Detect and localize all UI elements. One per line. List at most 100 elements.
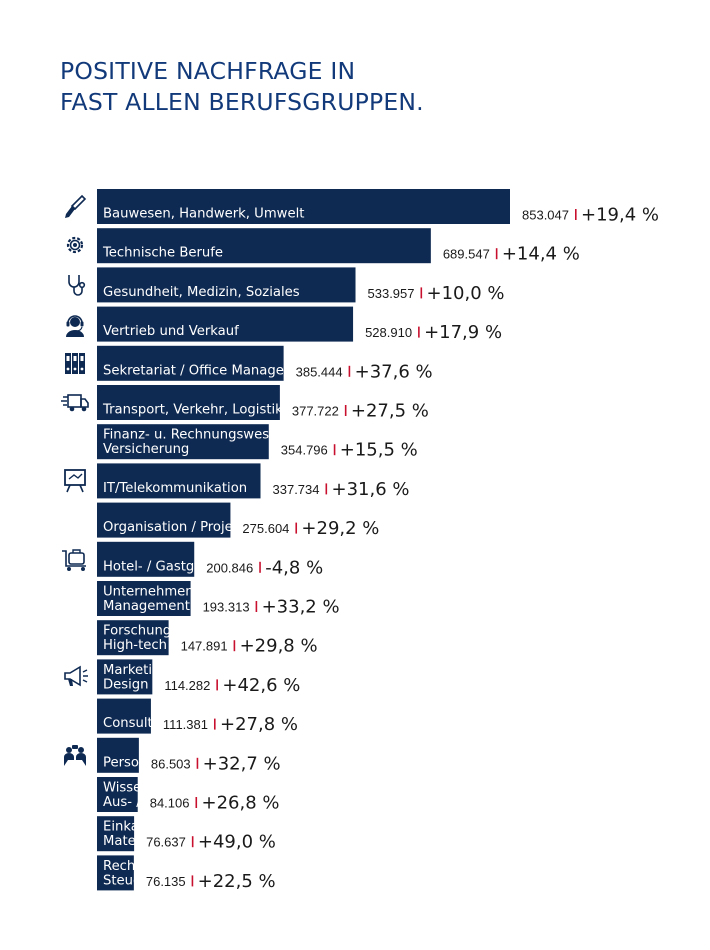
change-label: +37,6 % <box>355 361 433 382</box>
bar-row: Finanz- u. Rechnungswesen, Controlling, V… <box>97 424 418 461</box>
change-label: +22,5 % <box>198 871 276 892</box>
category-label-line: Gesundheit, Medizin, Soziales <box>103 285 300 300</box>
bar <box>97 267 356 303</box>
separator-mark <box>575 209 577 220</box>
separator-mark <box>213 718 216 730</box>
value-label: 689.547 <box>443 247 490 262</box>
separator-mark <box>259 561 261 573</box>
value-label: 76.135 <box>146 874 186 889</box>
value-label: 111.381 <box>163 717 208 732</box>
category-label-line: Rechts- und <box>103 859 181 874</box>
bar-category-label: Finanz- u. Rechnungswesen, Controlling, V… <box>103 428 370 458</box>
truck-icon <box>60 389 90 415</box>
separator-mark <box>191 875 194 887</box>
bar <box>97 777 138 812</box>
category-label-line: Hotel- / Gastgewerbe, Empfang <box>103 559 311 574</box>
bar-category-label: Personalwesen <box>103 755 201 770</box>
bar-row: Sekretariat / Office Management/Verwaltu… <box>97 345 433 382</box>
category-label-line: High-tech / nat.-wiss. Berufe <box>103 638 291 653</box>
bar <box>97 306 354 342</box>
value-label: 193.313 <box>203 600 250 615</box>
separator-mark <box>495 248 498 260</box>
bar-row: Forschung / Entwicklung, High-tech / nat.… <box>97 620 318 657</box>
value-label: 528.910 <box>365 325 412 340</box>
bar-row: Transport, Verkehr, Logistik, Lager377.7… <box>97 385 429 422</box>
bar-category-label: IT/Telekommunikation <box>103 481 247 496</box>
value-label: 853.047 <box>522 208 569 223</box>
bar-category-label: Rechts- und Steuerwesen <box>103 859 189 889</box>
megaphone-icon <box>60 663 90 689</box>
change-label: +15,5 % <box>340 440 418 461</box>
separator-mark <box>255 601 258 612</box>
bar <box>97 620 169 656</box>
people-talking-icon <box>60 742 90 768</box>
bar <box>97 463 261 499</box>
bar-category-label: Bauwesen, Handwerk, Umwelt <box>103 207 304 222</box>
bar <box>97 228 431 264</box>
separator-mark <box>344 405 347 416</box>
change-label: +14,4 % <box>502 244 580 265</box>
bar-category-label: Vertrieb und Verkauf <box>103 324 239 339</box>
separator-mark <box>418 326 420 338</box>
bar-category-label: Hotel- / Gastgewerbe, Empfang <box>103 559 311 574</box>
category-label-line: Design / Multimedia <box>103 677 235 692</box>
change-label: +32,7 % <box>203 753 281 774</box>
category-label-line: Forschung / Entwicklung, <box>103 624 268 639</box>
bar-category-label: Technische Berufe <box>102 246 223 261</box>
category-label-line: Vertrieb und Verkauf <box>103 324 239 339</box>
bar-row: Technische Berufe 689.547 +14,4 % <box>97 228 580 265</box>
value-label: 533.957 <box>368 286 415 301</box>
chart-title-line-1: POSITIVE NACHFRAGE IN <box>60 57 356 85</box>
value-label: 84.106 <box>150 796 190 811</box>
value-label: 114.282 <box>164 678 210 693</box>
category-label-line: Versicherung <box>103 442 189 457</box>
category-label-line: Finanz- u. Rechnungswesen, Controlling, <box>103 428 370 443</box>
stethoscope-icon <box>60 271 90 297</box>
category-label-line: Personalwesen <box>103 755 201 770</box>
bar <box>97 424 269 460</box>
separator-mark <box>195 797 198 808</box>
bar-row: Vertrieb und Verkauf 528.910 +17,9 % <box>97 306 502 343</box>
separator-mark <box>216 679 218 691</box>
bar-row: Unternehmensführung / Management 193.313 +3… <box>97 581 340 618</box>
category-label-line: Marketing, PR, Werbung, <box>103 663 266 678</box>
change-label: +17,9 % <box>424 322 502 343</box>
category-label-line: Steuerwesen <box>103 873 189 888</box>
change-label: +42,6 % <box>222 675 300 696</box>
bar <box>97 855 134 891</box>
bar <box>97 385 280 420</box>
separator-mark <box>348 365 351 377</box>
bar <box>97 737 139 773</box>
value-label: 337.734 <box>273 482 320 497</box>
binders-icon <box>60 350 90 376</box>
bar <box>97 502 231 538</box>
bar-category-label: Marketing, PR, Werbung, Design / Multimed… <box>103 663 266 693</box>
separator-mark <box>233 640 236 652</box>
category-label-line: Technische Berufe <box>102 246 223 261</box>
bar-category-label: Sekretariat / Office Management/Verwaltu… <box>103 363 397 378</box>
category-label-line: Unternehmensführung / <box>103 585 262 600</box>
value-label: 76.637 <box>146 835 186 850</box>
bar-category-label: Consulting, Beratung <box>103 716 242 731</box>
bar-row: Bauwesen, Handwerk, Umwelt 853.047 +19,4 % <box>97 189 659 226</box>
value-label: 147.891 <box>181 639 228 654</box>
gear-icon <box>60 232 90 258</box>
category-label-line: Bauwesen, Handwerk, Umwelt <box>103 207 304 222</box>
category-label-line: Wissenschaft, <box>103 781 194 796</box>
separator-mark <box>333 444 336 456</box>
change-label: +33,2 % <box>262 597 340 618</box>
category-label-line: Sekretariat / Office Management/Verwaltu… <box>103 363 397 378</box>
change-label: +10,0 % <box>427 283 505 304</box>
category-label-line: Organisation / Projektmanagement <box>103 520 334 535</box>
bar-row: Gesundheit, Medizin, Soziales 533.957 +10,… <box>97 267 505 304</box>
luggage-cart-icon <box>60 546 90 572</box>
change-label: +19,4 % <box>581 205 659 226</box>
separator-mark <box>420 287 423 299</box>
